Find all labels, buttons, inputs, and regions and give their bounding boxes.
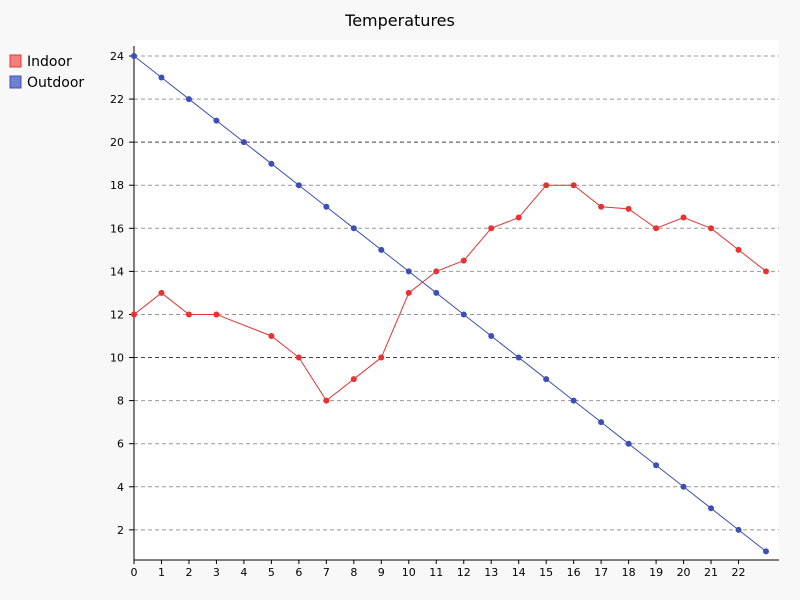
y-tick-label: 12 (110, 308, 124, 321)
data-point-outdoor (323, 203, 330, 210)
x-tick-label: 3 (213, 566, 220, 579)
data-point-outdoor (433, 289, 440, 296)
data-point-indoor (158, 289, 165, 296)
x-tick-label: 5 (268, 566, 275, 579)
legend-swatch-indoor (9, 54, 22, 68)
data-point-indoor (543, 182, 550, 189)
legend: Indoor Outdoor (9, 54, 84, 91)
data-point-outdoor (295, 182, 302, 189)
y-tick-label: 10 (110, 352, 124, 365)
data-point-outdoor (460, 311, 467, 318)
x-tick-label: 17 (594, 566, 608, 579)
series-line-outdoor (133, 55, 767, 552)
data-point-outdoor (763, 548, 769, 555)
data-point-outdoor (625, 440, 632, 447)
data-point-indoor (350, 376, 357, 383)
data-point-indoor (295, 354, 302, 361)
y-tick-label: 2 (117, 524, 124, 537)
x-tick-label: 8 (350, 566, 357, 579)
data-point-indoor (680, 214, 687, 221)
y-tick-label: 4 (117, 481, 124, 494)
x-tick-label: 16 (567, 566, 581, 579)
plot-background (134, 40, 779, 560)
data-point-indoor (653, 225, 660, 232)
x-tick-label: 2 (185, 566, 192, 579)
legend-swatch-outdoor (9, 75, 22, 89)
data-point-outdoor (680, 483, 687, 490)
data-point-indoor (213, 311, 220, 318)
data-point-outdoor (131, 53, 137, 59)
data-point-indoor (433, 268, 440, 275)
x-tick-label: 18 (622, 566, 636, 579)
data-point-indoor (598, 203, 605, 210)
data-point-indoor (405, 289, 412, 296)
x-tick-label: 11 (429, 566, 443, 579)
data-point-outdoor (158, 74, 165, 81)
y-tick-label: 14 (110, 265, 124, 278)
data-point-outdoor (213, 117, 220, 124)
data-point-indoor (763, 268, 769, 275)
x-tick-label: 4 (240, 566, 247, 579)
data-point-outdoor (185, 96, 192, 103)
y-tick-label: 16 (110, 222, 124, 235)
y-tick-label: 6 (117, 438, 124, 451)
data-point-indoor (378, 354, 385, 361)
data-point-indoor (735, 246, 742, 253)
series (131, 53, 769, 555)
data-point-outdoor (488, 333, 495, 339)
x-tick-label: 10 (402, 566, 416, 579)
data-point-outdoor (515, 354, 522, 361)
y-tick-label: 18 (110, 179, 124, 192)
y-tick-label: 8 (117, 395, 124, 408)
x-tick-label: 12 (457, 566, 471, 579)
data-point-indoor (515, 214, 522, 221)
data-point-indoor (131, 311, 137, 318)
x-tick-label: 20 (677, 566, 691, 579)
chart-title: Temperatures (344, 11, 455, 30)
data-point-indoor (625, 205, 632, 212)
x-tick-label: 0 (131, 566, 138, 579)
x-tick-label: 19 (649, 566, 663, 579)
data-point-outdoor (240, 139, 247, 146)
data-point-outdoor (378, 246, 385, 253)
y-tick-label: 24 (110, 50, 124, 63)
data-point-indoor (708, 225, 715, 232)
data-point-outdoor (708, 505, 715, 512)
data-point-outdoor (268, 160, 275, 167)
x-tick-label: 7 (323, 566, 330, 579)
data-point-indoor (460, 257, 467, 264)
legend-label-indoor: Indoor (27, 54, 72, 70)
data-point-indoor (185, 311, 192, 318)
x-tick-label: 9 (378, 566, 385, 579)
data-point-outdoor (543, 376, 550, 383)
x-tick-label: 13 (484, 566, 498, 579)
data-point-outdoor (735, 526, 742, 533)
data-point-indoor (570, 182, 577, 189)
data-point-outdoor (405, 268, 412, 275)
y-tick-label: 20 (110, 136, 124, 149)
x-tick-label: 1 (158, 566, 165, 579)
x-tick-label: 22 (732, 566, 746, 579)
x-tick-label: 15 (539, 566, 553, 579)
data-point-outdoor (350, 225, 357, 232)
legend-label-outdoor: Outdoor (27, 75, 84, 91)
y-tick-label: 22 (110, 93, 124, 106)
data-point-outdoor (570, 397, 577, 404)
data-point-indoor (268, 333, 275, 339)
data-point-outdoor (598, 419, 605, 426)
x-tick-label: 6 (295, 566, 302, 579)
data-point-outdoor (653, 462, 660, 469)
x-tick-label: 14 (512, 566, 526, 579)
x-tick-label: 21 (704, 566, 718, 579)
data-point-indoor (323, 397, 330, 404)
data-point-indoor (488, 225, 495, 232)
